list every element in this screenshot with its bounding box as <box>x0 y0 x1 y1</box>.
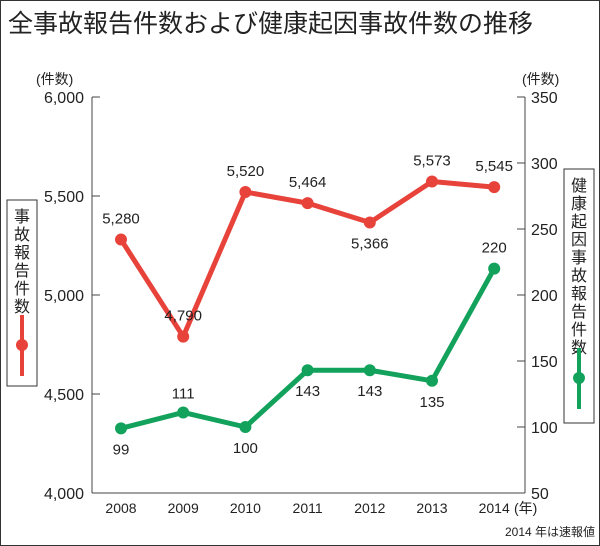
data-point <box>426 175 438 188</box>
right-axis-unit: (件数) <box>522 71 559 87</box>
x-tick-label: 2009 <box>168 500 199 516</box>
data-point <box>363 364 376 377</box>
x-axis-unit: (年) <box>514 500 537 516</box>
data-label: 5,280 <box>102 211 140 228</box>
data-point <box>426 374 438 387</box>
data-label: 143 <box>357 383 382 400</box>
legend-accidents: 事故報告件数 <box>6 199 38 387</box>
data-point <box>115 233 127 246</box>
data-label: 5,366 <box>351 236 389 253</box>
footnote: 2014 年は速報値 <box>505 524 595 539</box>
data-point <box>239 421 252 433</box>
right-tick-label: 350 <box>531 90 558 107</box>
right-tick-label: 150 <box>531 354 558 371</box>
data-label: 5,573 <box>413 153 451 170</box>
data-label: 111 <box>172 385 195 402</box>
svg-text:健康起因事故報告件数: 健康起因事故報告件数 <box>571 177 587 357</box>
data-point <box>488 262 501 275</box>
left-tick-label: 6,000 <box>44 90 84 107</box>
data-point <box>488 181 501 194</box>
x-tick-label: 2011 <box>293 500 323 516</box>
data-label: 99 <box>113 441 130 458</box>
left-axis-unit: (件数) <box>36 71 73 87</box>
x-tick-label: 2012 <box>354 500 385 516</box>
data-point <box>177 406 190 419</box>
data-label: 220 <box>482 240 507 257</box>
data-label: 135 <box>419 394 444 411</box>
x-tick-label: 2014 <box>479 500 510 516</box>
left-tick-label: 4,500 <box>44 387 84 404</box>
legend-health-accidents: 健康起因事故報告件数 <box>563 168 595 424</box>
data-point <box>301 197 314 210</box>
right-tick-label: 200 <box>531 288 558 305</box>
data-label: 5,464 <box>289 174 327 191</box>
svg-text:事故報告件数: 事故報告件数 <box>14 208 30 316</box>
left-tick-label: 5,000 <box>44 288 84 305</box>
left-tick-label: 4,000 <box>44 486 84 503</box>
data-point <box>363 216 376 229</box>
legend-green-marker-icon <box>573 372 585 384</box>
data-label: 143 <box>295 383 320 400</box>
data-label: 5,520 <box>227 163 265 180</box>
x-tick-label: 2008 <box>105 500 136 516</box>
data-label: 4,790 <box>164 308 202 325</box>
right-tick-label: 50 <box>531 486 549 503</box>
left-tick-label: 5,500 <box>44 189 84 206</box>
data-point <box>115 422 127 435</box>
right-tick-label: 100 <box>531 420 558 437</box>
right-tick-label: 300 <box>531 156 558 173</box>
legend-red-marker-icon <box>16 339 28 351</box>
data-label: 100 <box>233 440 258 457</box>
x-tick-label: 2010 <box>230 500 261 516</box>
right-tick-label: 250 <box>531 222 558 239</box>
data-label: 5,545 <box>475 158 513 175</box>
chart-title: 全事故報告件数および健康起因事故件数の推移 <box>8 10 533 38</box>
data-point <box>239 186 252 199</box>
x-tick-label: 2013 <box>416 500 447 516</box>
data-point <box>301 364 314 377</box>
data-point <box>177 330 190 343</box>
